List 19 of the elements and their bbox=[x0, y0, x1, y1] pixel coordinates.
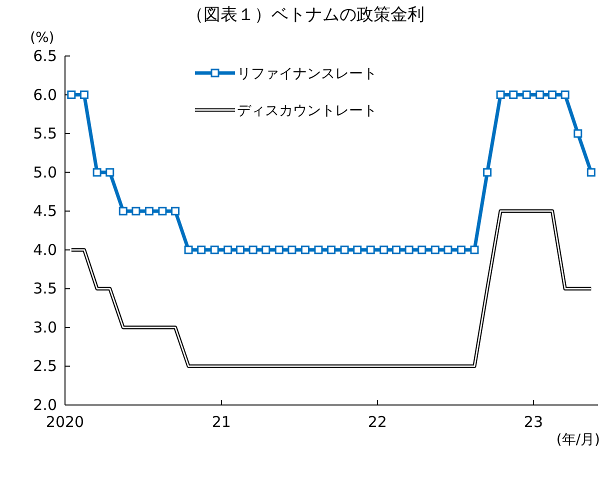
y-tick-label: 3.0 bbox=[33, 318, 57, 336]
y-tick-label: 5.0 bbox=[33, 163, 57, 182]
x-tick-label: 2020 bbox=[46, 413, 84, 431]
y-tick-label: 2.5 bbox=[33, 357, 57, 376]
x-tick-label: 22 bbox=[368, 413, 387, 431]
y-tick-label: 6.5 bbox=[33, 47, 57, 65]
x-tick-label: 21 bbox=[212, 413, 231, 431]
y-tick-label: 5.5 bbox=[33, 124, 57, 143]
chart-title: （図表１）ベトナムの政策金利 bbox=[186, 5, 424, 25]
y-tick-label: 4.0 bbox=[33, 240, 57, 259]
y-tick-label: 6.0 bbox=[33, 86, 57, 104]
y-tick-label: 2.0 bbox=[33, 396, 57, 414]
legend-label: リファイナンスレート bbox=[237, 66, 377, 82]
x-tick-label: 23 bbox=[524, 413, 544, 431]
y-axis-title: (%) bbox=[30, 30, 54, 46]
x-axis-title: (年/月) bbox=[556, 432, 600, 448]
legend-label: ディスカウントレート bbox=[237, 103, 377, 119]
y-tick-label: 4.5 bbox=[33, 202, 57, 220]
y-tick-label: 3.5 bbox=[33, 280, 57, 298]
